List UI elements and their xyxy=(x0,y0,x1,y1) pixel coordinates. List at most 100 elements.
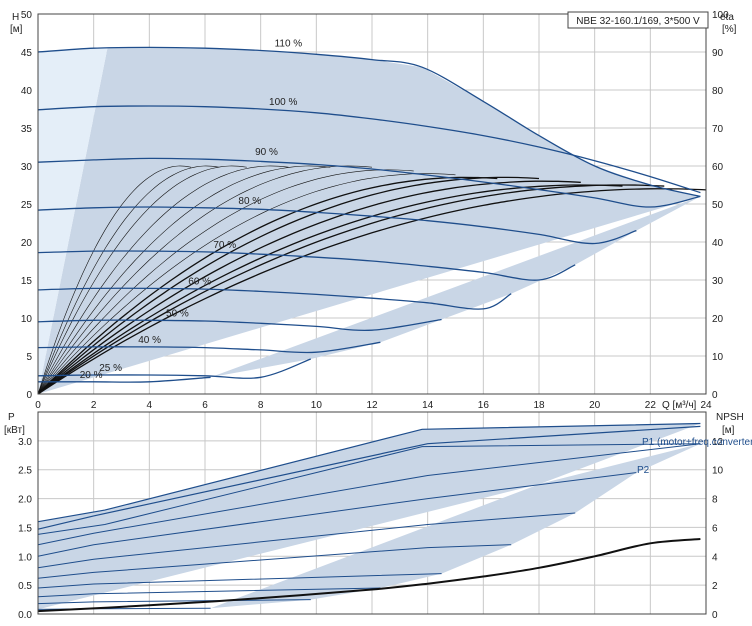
p1-curve-110pct xyxy=(37,422,701,523)
qh-curve-60pct xyxy=(37,287,512,310)
eta-curve xyxy=(37,165,192,395)
x-tick-label: 6 xyxy=(202,400,208,411)
y-right-tick-label-bottom: 4 xyxy=(712,552,718,563)
operating-envelope-bottom xyxy=(38,423,701,610)
x-tick-label: 10 xyxy=(311,400,323,411)
p2-curve-60pct xyxy=(37,573,442,589)
y-right-tick-label-top: 90 xyxy=(712,48,724,59)
x-tick-label: 12 xyxy=(366,400,378,411)
y-tick-label-top: 10 xyxy=(21,314,33,325)
qh-curve-90pct xyxy=(37,157,701,208)
y-tick-label-top: 25 xyxy=(21,200,33,211)
p2-curve-70pct xyxy=(37,544,512,579)
y-right-tick-label-bottom: 10 xyxy=(712,466,724,477)
y-tick-label-bottom: 0.5 xyxy=(18,581,32,592)
curve-label: 20 % xyxy=(80,370,103,381)
y-right-tick-label-bottom: 6 xyxy=(712,523,718,534)
x-tick-label: 8 xyxy=(258,400,264,411)
legend-p1: P1 (motor+freq.converter) xyxy=(642,437,752,448)
x-tick-label: 4 xyxy=(147,400,153,411)
x-tick-label: 24 xyxy=(700,400,712,411)
legend-p2: P2 xyxy=(637,465,650,476)
curve-label: 40 % xyxy=(138,335,161,346)
y-tick-label-top: 35 xyxy=(21,124,33,135)
y-right-tick-label-top: 10 xyxy=(712,352,724,363)
qh-curve-110pct xyxy=(37,46,701,198)
head-eta-panel: 0510152025303540455001020304050607080901… xyxy=(21,10,729,411)
low-flow-zone xyxy=(38,47,108,394)
qh-curve-40pct xyxy=(37,341,381,354)
p-axis-label: P xyxy=(8,412,15,423)
curve-label: 25 % xyxy=(99,363,122,374)
npsh-axis-label-unit: [м] xyxy=(722,425,735,436)
eta-curve xyxy=(37,169,414,395)
eta-curve xyxy=(37,176,540,395)
y-tick-label-top: 15 xyxy=(21,276,33,287)
eta-curve xyxy=(37,165,289,395)
y-right-tick-label-top: 80 xyxy=(712,86,724,97)
eta-curve xyxy=(37,184,665,395)
eta-curve xyxy=(37,165,247,395)
y-tick-label-top: 45 xyxy=(21,48,33,59)
y-tick-label-top: 50 xyxy=(21,10,33,21)
y-tick-label-bottom: 2.5 xyxy=(18,466,32,477)
p2-curve-80pct xyxy=(37,512,576,569)
curve-label: 70 % xyxy=(213,240,236,251)
curve-label: 90 % xyxy=(255,147,278,158)
eta-curve xyxy=(37,176,498,395)
qh-curve-20pct xyxy=(38,376,211,383)
qh-curve-80pct xyxy=(37,206,637,245)
y-tick-label-top: 5 xyxy=(26,352,32,363)
curve-label: 100 % xyxy=(269,97,297,108)
x-tick-label: 0 xyxy=(35,400,41,411)
q-axis-label: Q [м³/ч] xyxy=(662,400,697,411)
y-right-tick-label-bottom: 8 xyxy=(712,495,718,506)
npsh-axis-label: NPSH xyxy=(716,412,744,423)
eta-axis-label-unit: [%] xyxy=(722,24,737,35)
x-tick-label: 2 xyxy=(91,400,97,411)
h-axis-label-unit: [м] xyxy=(10,24,23,35)
curve-label: 60 % xyxy=(188,276,211,287)
operating-envelope xyxy=(38,47,701,395)
eta-curve xyxy=(37,188,707,395)
p1-curve-100pct xyxy=(37,425,701,530)
eta-curve xyxy=(37,165,219,395)
x-tick-label: 14 xyxy=(422,400,434,411)
y-tick-label-top: 0 xyxy=(26,390,32,401)
x-tick-label: 22 xyxy=(645,400,657,411)
qh-curve-70pct xyxy=(37,250,576,281)
x-tick-label: 20 xyxy=(589,400,601,411)
x-tick-label: 18 xyxy=(533,400,545,411)
y-tick-label-bottom: 1.0 xyxy=(18,552,32,563)
y-right-tick-label-top: 50 xyxy=(712,200,724,211)
y-right-tick-label-top: 0 xyxy=(712,390,718,401)
y-tick-label-bottom: 0.0 xyxy=(18,610,32,621)
title-box xyxy=(567,11,709,29)
plot-frame-bottom xyxy=(37,411,707,615)
eta-curve xyxy=(37,165,331,395)
eta-axis-label: eta xyxy=(720,12,734,23)
curve-label: 110 % xyxy=(275,38,303,49)
y-tick-label-top: 30 xyxy=(21,162,33,173)
curve-label: 80 % xyxy=(238,196,261,207)
p2-curve-90pct xyxy=(37,472,637,557)
y-right-tick-label-top: 20 xyxy=(712,314,724,325)
npsh-curve xyxy=(37,538,701,613)
power-npsh-panel: 0.0 0.5 1.0 1.5 2.0 2.5 3.0 0 2 4 6 8 10 12 xyxy=(18,411,724,621)
y-right-tick-label-bottom: 12 xyxy=(712,437,724,448)
y-right-tick-label-top: 40 xyxy=(712,238,724,249)
chart-title: NBE 32-160.1/169, 3*500 V xyxy=(576,16,700,27)
y-right-tick-label-bottom: 0 xyxy=(712,610,718,621)
qh-curve-50pct xyxy=(37,318,442,332)
x-tick-label: 16 xyxy=(478,400,490,411)
y-right-tick-label-top: 60 xyxy=(712,162,724,173)
y-right-tick-label-top: 30 xyxy=(712,276,724,287)
y-tick-label-bottom: 3.0 xyxy=(18,437,32,448)
plot-frame-top xyxy=(37,13,707,395)
qh-curve-100pct xyxy=(37,105,701,194)
qh-curve-25pct xyxy=(37,358,312,379)
y-right-tick-label-top: 100 xyxy=(712,10,729,21)
y-tick-label-bottom: 1.5 xyxy=(18,523,32,534)
p2-curve-100pct xyxy=(37,443,701,546)
